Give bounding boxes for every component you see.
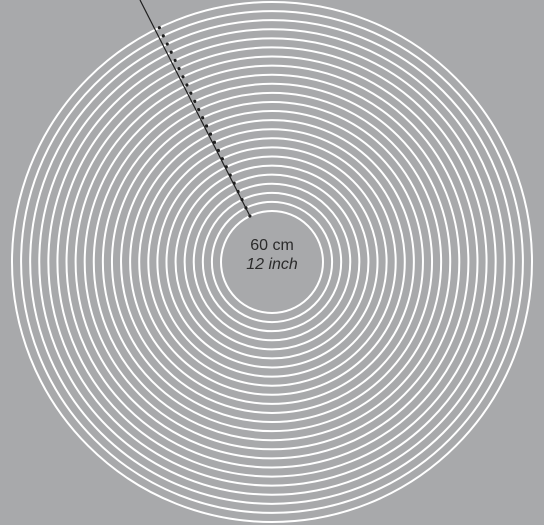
ring-22: [29, 19, 515, 505]
ring-2: [210, 200, 334, 324]
ring-8: [156, 146, 388, 378]
center-label: 60 cm 12 inch: [222, 236, 322, 274]
tick-mark: [224, 165, 228, 169]
ring-6: [174, 164, 370, 360]
tick-mark: [240, 198, 244, 202]
ring-12: [120, 110, 424, 414]
ring-1: [220, 210, 324, 314]
radius-measure-line: [139, 0, 251, 217]
ring-11: [129, 119, 415, 405]
ring-4: [192, 182, 352, 342]
radius-tick-marks: [157, 26, 252, 218]
ring-5: [183, 173, 361, 351]
size-inch-label: 12 inch: [246, 256, 298, 273]
tick-mark: [208, 132, 213, 136]
tick-mark: [220, 157, 224, 161]
tick-mark: [157, 26, 161, 30]
tick-mark: [216, 148, 220, 153]
tick-mark: [165, 42, 169, 46]
ring-17: [74, 64, 470, 460]
ring-23: [20, 10, 524, 514]
tick-mark: [236, 189, 240, 194]
tick-mark: [161, 34, 165, 38]
ring-21: [38, 28, 506, 496]
ring-10: [138, 128, 406, 396]
tick-mark: [248, 214, 252, 218]
ring-20: [47, 37, 497, 487]
ring-7: [165, 155, 379, 369]
ring-24: [11, 1, 533, 523]
ring-19: [56, 46, 488, 478]
ring-9: [147, 137, 397, 387]
tick-mark: [204, 124, 209, 128]
rings-group: [11, 1, 533, 523]
tick-mark: [212, 140, 217, 144]
tick-mark: [228, 173, 232, 177]
tick-mark: [232, 181, 236, 185]
tick-mark: [193, 99, 197, 103]
ring-16: [83, 73, 461, 451]
tick-mark: [181, 75, 185, 79]
ring-15: [92, 82, 452, 442]
ring-13: [110, 100, 434, 424]
tick-mark: [197, 107, 201, 112]
ring-3: [201, 191, 343, 333]
tick-mark: [189, 91, 193, 95]
tick-mark: [244, 206, 248, 210]
tick-mark: [169, 50, 173, 54]
tick-mark: [177, 67, 181, 71]
size-cm-label: 60 cm: [250, 237, 294, 254]
tick-mark: [173, 58, 177, 63]
ring-18: [65, 55, 479, 469]
tick-mark: [201, 116, 205, 120]
tick-mark: [185, 83, 189, 87]
ring-14: [101, 91, 443, 433]
